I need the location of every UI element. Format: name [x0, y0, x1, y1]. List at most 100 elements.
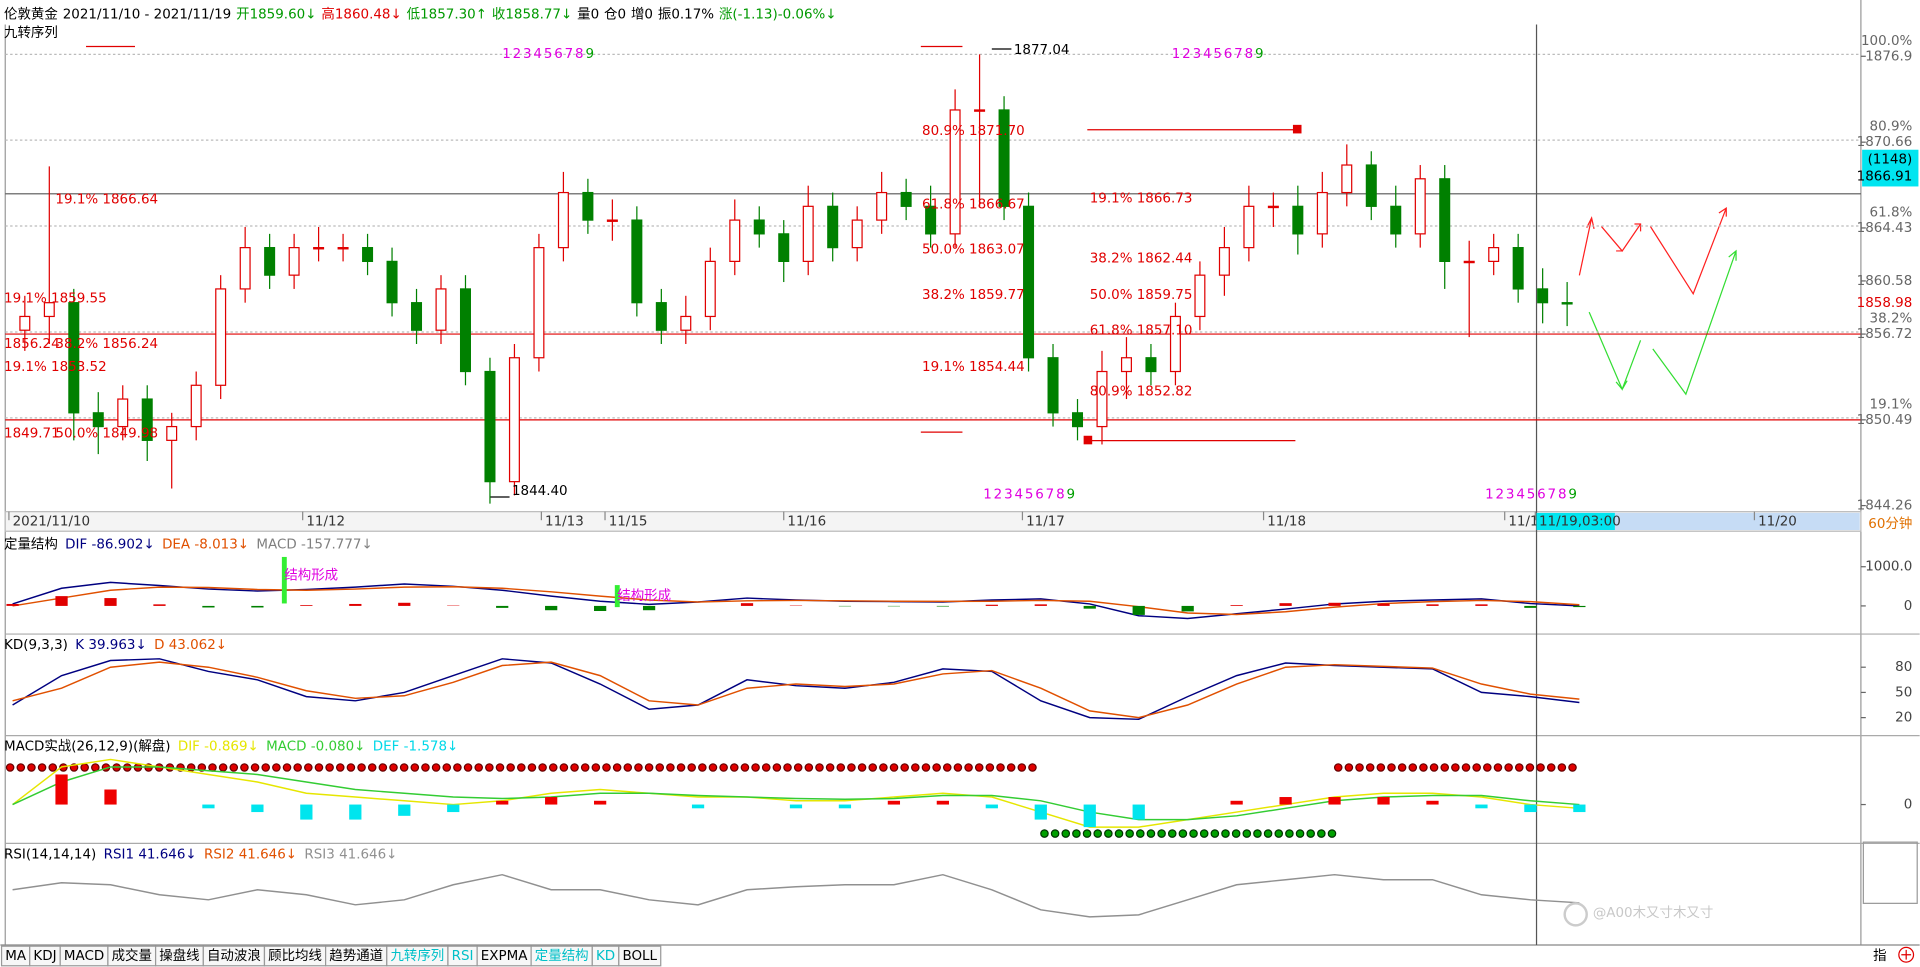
candle-body [900, 191, 912, 207]
panel-note: 结构形成 [617, 588, 671, 604]
y-tick-label: 1860.58 [1857, 274, 1913, 289]
histogram-bar [202, 605, 215, 608]
histogram-bar [1524, 605, 1537, 608]
signal-dot [1028, 763, 1037, 772]
nine-count: 4 [1014, 488, 1023, 503]
histogram-bar [594, 800, 607, 805]
signal-dot [772, 763, 782, 772]
signal-dot [666, 763, 675, 772]
nine-count: 6 [1537, 488, 1546, 503]
signal-dot [548, 763, 558, 772]
nine-count: 9 [1568, 488, 1577, 503]
histogram-bar [104, 598, 117, 606]
nine-count: 3 [1193, 47, 1202, 62]
signal-dot [719, 763, 728, 772]
y-tick-label: 1876.9 [1865, 49, 1912, 64]
candle-body [362, 247, 374, 263]
candle-body [533, 247, 545, 359]
signal-dot [1231, 829, 1241, 838]
signal-dot [517, 763, 526, 772]
signal-dot [964, 763, 973, 772]
histogram-bar [1279, 797, 1292, 805]
tab[interactable] [618, 945, 662, 967]
tab-label[interactable]: 自动波浪 [207, 948, 261, 964]
nine-count: 5 [1025, 488, 1034, 503]
candle-body [1047, 357, 1059, 414]
signal-dot [1493, 763, 1503, 772]
indicator-line [12, 658, 1580, 721]
y-tick-label: 0 [1904, 798, 1913, 813]
histogram-bar [1573, 605, 1586, 608]
x-tick-label: 11/20 [1758, 514, 1797, 529]
signal-dot [836, 763, 846, 772]
tab-label[interactable]: 操盘线 [159, 947, 199, 964]
fib-label: 38.2% 1859.77 [922, 288, 1025, 303]
signal-dot [591, 763, 601, 772]
fib-tick-label: 80.9% [1870, 120, 1913, 135]
signal-dot [1157, 829, 1166, 838]
histogram-bar [447, 804, 460, 813]
histogram-bar [985, 604, 998, 606]
histogram-bar [642, 605, 656, 611]
signal-dot [506, 763, 515, 772]
signal-dot [1242, 829, 1252, 838]
candle-body [1194, 274, 1206, 318]
signal-dot [1199, 829, 1209, 838]
nine-count: 4 [1203, 47, 1212, 62]
signal-dot [1451, 763, 1460, 772]
candle-body [974, 109, 986, 112]
header-item: 收1858.77↓ [492, 7, 572, 23]
candle-body [141, 398, 153, 441]
candle-body [1463, 260, 1475, 264]
signal-dot [197, 763, 207, 772]
signal-dot [889, 763, 899, 772]
nine-count: 2 [1182, 47, 1191, 62]
signal-dot [1221, 829, 1230, 838]
signal-dot [1483, 763, 1492, 772]
nine-count: 5 [1213, 47, 1222, 62]
tab-label[interactable]: 成交量 [112, 947, 152, 964]
signal-dot [612, 763, 622, 772]
tab-label[interactable]: 九转序列 [390, 948, 444, 964]
signal-dot [783, 763, 792, 772]
header-item: 仓0 [604, 7, 626, 23]
signal-dot [1040, 829, 1049, 838]
fib-label: 19.1% 1854.44 [922, 360, 1025, 375]
candle-body [386, 260, 398, 304]
y-tick-label: 50 [1895, 685, 1912, 700]
candle-body [802, 205, 814, 263]
histogram-bar [300, 605, 313, 606]
fib-label: 19.1% 1853.52 [4, 360, 107, 375]
tab-label[interactable]: 趋势通道 [329, 948, 383, 964]
histogram-bar [1034, 604, 1047, 606]
signal-dot [1061, 829, 1071, 838]
histogram-bar [1083, 605, 1096, 609]
tab-label[interactable]: MACD [64, 949, 104, 964]
forecast-down [1588, 249, 1737, 396]
candle-body [949, 109, 961, 235]
tab-label[interactable]: KDJ [33, 949, 56, 964]
histogram-bar [1083, 804, 1096, 828]
add-icon[interactable] [1898, 946, 1915, 963]
candle-body [1439, 178, 1451, 263]
legend-entry: MACD -157.777↓ [256, 538, 372, 553]
signal-dot [1104, 829, 1113, 838]
candle-body [1561, 302, 1573, 305]
signal-dot [1365, 763, 1375, 772]
tab-label[interactable]: 顾比均线 [268, 948, 322, 964]
tab-label[interactable]: RSI [452, 949, 474, 964]
tab-label[interactable]: KD [596, 949, 615, 964]
labels-layer: 九转序列 伦敦黄金 2021/11/10 - 2021/11/19 开1859.60… [0, 6, 1919, 967]
tab-label[interactable]: EXPMA [481, 949, 528, 964]
signal-dot [900, 763, 909, 772]
y-tick-label: 80 [1895, 660, 1912, 675]
histogram-bar [545, 605, 558, 611]
tab-label[interactable]: 定量结构 [535, 948, 589, 964]
candle-body [1096, 370, 1108, 428]
tab-label[interactable]: BOLL [622, 949, 657, 964]
tab-label[interactable]: MA [5, 949, 27, 964]
signal-dot [314, 763, 324, 772]
signal-dot [335, 763, 345, 772]
signal-dot [410, 763, 420, 772]
legend-entry: RSI1 41.646↓ [104, 847, 197, 862]
